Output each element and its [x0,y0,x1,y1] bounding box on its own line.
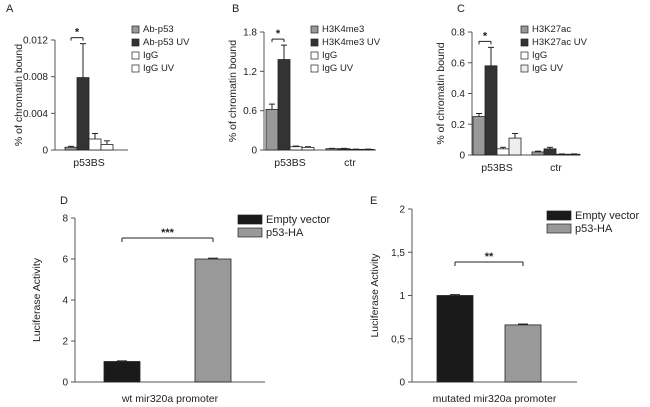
panel-c-legend-swatch [520,51,529,60]
panel-b-legend-swatch [310,38,319,47]
panel-c-legend-label: H3K27ac [532,24,571,35]
panel-b-legend-label: IgG UV [322,63,354,74]
panel-a-legend-swatch [131,25,140,34]
panel-c-legend-label: IgG [532,50,547,61]
panel-a-legend-label: IgG UV [143,63,175,74]
panel-a-legend-swatch [131,38,140,47]
panel-e-y-tick-label: 0,5 [391,334,405,345]
panel-c-legend-label: H3K27ac UV [532,37,588,48]
panel-a-sig-label: * [75,27,80,39]
panel-c-bar [484,65,498,156]
panel-c-bar [496,148,510,156]
panel-c-y-tick-label: 0 [459,151,465,162]
panel-e-legend-swatch [546,223,572,234]
panel-e-legend-label: p53-HA [575,223,613,235]
panel-c-bar [543,148,557,156]
panel-d-y-axis-title: Luciferase Activity [31,257,43,342]
panel-b-bar [277,59,291,151]
panel-c-y-tick-label: 0.2 [451,120,465,131]
panel-e-y-tick-label: 1,5 [391,248,405,259]
panel-e-sig-label: ** [485,251,494,263]
panel-d-legend-swatch [237,227,263,238]
panel-b-x-tick-label: ctr [344,157,356,169]
panel-b-label: B [232,3,239,15]
panel-d-y-tick-label: 6 [62,255,68,266]
panel-a-bar [64,146,78,151]
panel-d-y-tick-label: 0 [62,378,68,389]
panel-b-y-tick-label: 0 [251,146,257,157]
panel-a-bar [76,77,90,151]
panel-e-y-tick-label: 1 [399,291,405,302]
panel-b-bar [301,146,315,151]
panel-a-label: A [6,3,14,15]
panel-c-bar [508,137,522,156]
panel-b-bar [337,148,351,151]
panel-b-bar [325,148,339,151]
panel-a-y-axis-title: % of chromatin bound [13,44,25,146]
panel-c-legend-swatch [520,25,529,34]
panel-a-y-tick-label: 0.004 [23,109,48,120]
panel-c-y-tick-label: 0.4 [451,89,465,100]
panel-b-y-tick-label: 1.8 [243,28,257,39]
panel-b-y-tick-label: 1.2 [243,67,257,78]
panel-d-y-tick-label: 4 [62,296,68,307]
panel-c-y-tick-label: 0.8 [451,28,465,39]
panel-d-bar [103,361,141,383]
panel-a-legend-swatch [131,51,140,60]
panel-b-sig-label: * [276,28,281,40]
panel-e-y-tick-label: 2 [399,205,405,216]
panel-b-legend-label: H3K4me3 UV [322,37,381,48]
panel-d-y-tick-label: 2 [62,337,68,348]
panel-d-legend-label: p53-HA [266,227,304,239]
panel-c-label: C [457,3,465,15]
panel-b-bar [289,146,303,151]
panel-d-sig-label: *** [161,227,175,239]
panel-c-y-tick-label: 0.6 [451,58,465,69]
panel-b-legend-swatch [310,51,319,60]
panel-e-y-tick-label: 0 [399,378,405,389]
panel-a-legend-swatch [131,64,140,73]
panel-a-legend-label: Ab-p53 UV [143,37,190,48]
panel-d-legend-label: Empty vector [266,214,331,226]
panel-d-label: D [60,195,68,207]
panel-c-legend-swatch [520,64,529,73]
panel-b-legend-label: H3K4me3 [322,24,364,35]
panel-b-bar [265,108,279,151]
panel-e-legend-label: Empty vector [575,210,640,222]
panel-a-y-tick-label: 0.012 [23,36,48,47]
panel-d-x-axis-title: wt mir320a promoter [121,393,219,405]
panel-c-y-axis-title: % of chromatin bound [435,42,447,144]
panel-a-x-tick-label: p53BS [73,157,105,169]
panel-a-bar [100,144,114,151]
panel-b-legend-label: IgG [322,50,337,61]
panel-d-bar [194,258,232,383]
panel-b-legend-swatch [310,25,319,34]
panel-b-y-axis-title: % of chromatin bound [227,40,239,142]
panel-b-x-tick-label: p53BS [274,157,306,169]
panel-e-label: E [370,195,377,207]
panel-d-legend-swatch [237,214,263,225]
panel-d-y-tick-label: 8 [62,214,68,225]
panel-c-bar [472,116,486,156]
panel-c-x-tick-label: ctr [550,162,562,174]
panel-a-legend-label: Ab-p53 [143,24,174,35]
panel-c-sig-label: * [483,30,488,42]
panel-c-x-tick-label: p53BS [481,162,513,174]
panel-e-legend-swatch [546,210,572,221]
panel-a-bar [88,138,102,151]
panel-e-bar [436,295,474,383]
panel-e-x-axis-title: mutated mir320a promoter [433,393,557,405]
panel-a-y-tick-label: 0.008 [23,72,48,83]
panel-c-legend-swatch [520,38,529,47]
panel-a-y-tick-label: 0 [42,146,48,157]
panel-b-legend-swatch [310,64,319,73]
panel-e-bar [504,324,542,383]
panel-c-bar [531,151,545,156]
panel-c-legend-label: IgG UV [532,63,564,74]
panel-a-legend-label: IgG [143,50,158,61]
panel-e-y-axis-title: Luciferase Activity [369,253,381,338]
panel-b-y-tick-label: 0.6 [243,106,257,117]
